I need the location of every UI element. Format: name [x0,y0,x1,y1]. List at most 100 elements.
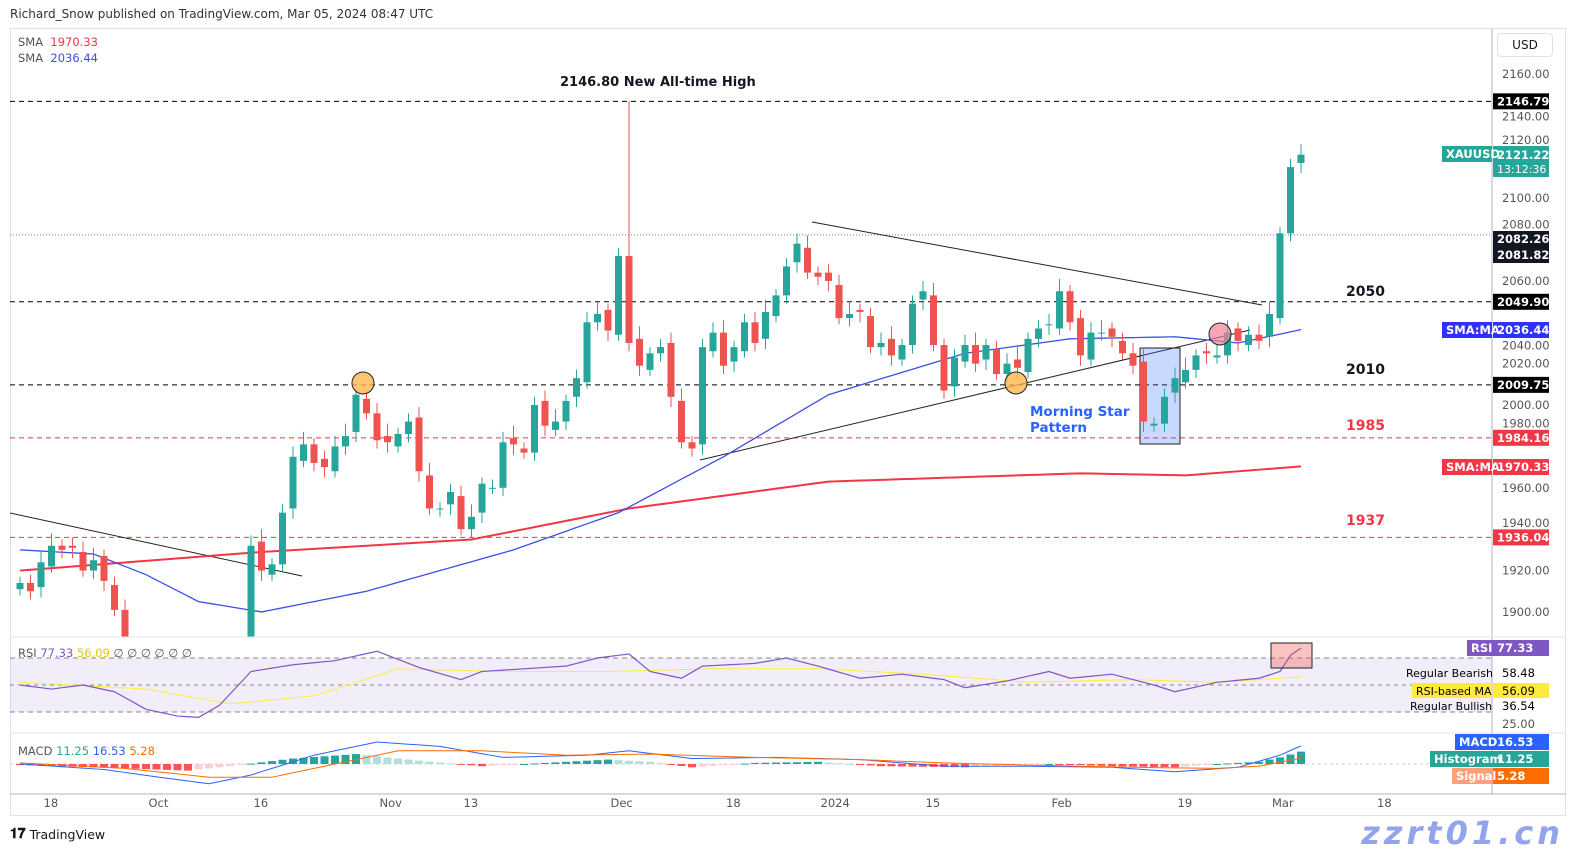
candle-body [1119,340,1126,354]
macd-histogram-bar [604,759,612,764]
tradingview-footer: 𝟏𝟕 TradingView [10,826,105,842]
candle-body [709,332,717,352]
candle-body [1108,328,1116,337]
rsi-bearish-value: 58.48 [1502,666,1535,680]
macd-histogram-bar [1171,764,1179,768]
candle [258,529,265,581]
signal-tag: Signal [1456,769,1496,783]
macd-histogram-bar [247,763,255,765]
macd-histogram-bar [1192,764,1200,766]
candle-body [867,316,874,348]
candle-body [415,417,423,472]
macd-histogram-bar [1055,764,1064,765]
price-tick-label: 2040.00 [1502,338,1550,352]
rsi-value-badge-bg [1493,640,1549,656]
sma-red-badge: 1970.33 [1497,460,1549,474]
macd-histogram-bar [341,754,350,764]
candle-body [1224,332,1231,356]
macd-histogram-bar [299,757,308,764]
signal-line [19,750,1302,778]
candle [615,247,622,341]
candle [373,402,381,449]
sma-legend-label: SMA [18,51,44,65]
time-tick-label: Dec [611,796,633,810]
macd-histogram-bar [1160,764,1169,768]
macd-histogram-bar [971,764,980,767]
time-tick-label: Feb [1052,796,1072,810]
macd-histogram-bar [110,764,119,769]
candle [804,235,811,279]
macd-histogram-bar [446,763,455,765]
macd-histogram-bar [394,758,402,764]
signal-badge-bg [1493,768,1549,784]
rsi-legend-placeholders: ∅ ∅ ∅ ∅ ∅ ∅ [113,646,192,660]
candle [1087,322,1095,366]
candle [300,431,307,468]
macd-histogram-bar [856,764,864,765]
candle [69,537,76,559]
candle-body [58,545,66,550]
macd-histogram-bar [572,761,581,764]
candle [310,438,318,472]
candle-body [289,456,297,509]
rsi-line [19,647,1302,719]
candle-body [751,322,759,343]
candle [1203,342,1210,364]
candle-body [69,545,76,548]
candle-body [310,444,318,463]
candle-body [940,345,948,391]
level-price-badge-bg [1493,429,1549,446]
macd-histogram-bar [646,761,654,764]
macd-histogram-bar [1202,764,1211,765]
macd-histogram-bar [404,759,413,764]
macd-histogram-bar [1213,764,1221,765]
candle [1297,144,1305,174]
candle [1234,322,1242,352]
macd-histogram-bar [803,761,812,764]
level-price-badge: 1984.16 [1497,431,1549,445]
candle-body [678,400,685,443]
macd-histogram-bar [215,764,224,768]
candle-body [300,444,307,461]
candle-body [384,436,391,443]
level-annotation: 2010 [1346,362,1385,378]
candle-body [1245,334,1252,346]
candle [247,535,255,637]
highlight-circle [1004,371,1028,395]
candle [531,396,538,461]
candle [37,551,45,598]
candle [394,427,402,453]
time-tick-label: 15 [926,796,941,810]
candle [268,558,276,581]
macd-histogram-bar [845,764,854,765]
macd-histogram-bar [89,764,98,768]
signal-tag-bg [1452,768,1493,784]
macd-histogram-bar [898,764,906,767]
sma-red-tag: SMA:MA [1446,460,1500,474]
level-price-badge: 2049.90 [1497,295,1549,309]
candle [342,423,349,455]
candle [1098,320,1105,341]
macd-histogram-bar [824,762,833,764]
candle [783,258,790,304]
currency-selector[interactable]: USD [1497,33,1553,57]
price-tick-label: 1920.00 [1502,564,1550,578]
price-tick-label: 1960.00 [1502,481,1550,495]
candle [1287,158,1294,242]
candle [478,477,486,523]
watermark: zzrt01.cn [1361,814,1564,852]
candle [646,347,654,377]
macd-histogram-bar [992,764,1001,767]
candle-body [594,314,601,323]
candle-body [720,332,727,366]
candle-body [1297,154,1305,163]
candle-body [730,347,738,362]
macd-hist-value: 11.25 [56,744,90,758]
candle [930,282,937,352]
macd-histogram-bar [362,755,371,764]
time-tick-label: 2024 [821,796,850,810]
macd-histogram-bar [373,756,381,764]
histogram-tag-bg [1430,751,1493,767]
candle [594,301,601,331]
